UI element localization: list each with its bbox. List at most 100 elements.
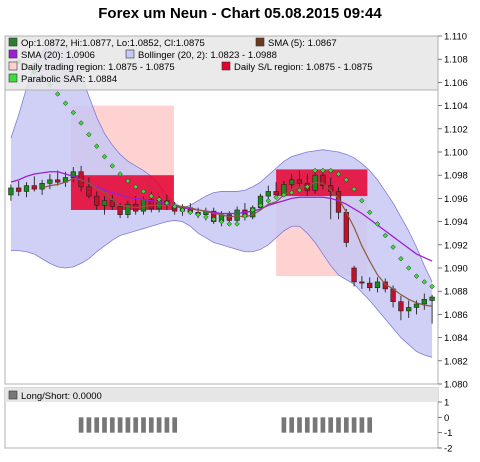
sar-dot bbox=[218, 218, 225, 225]
sar-dot bbox=[390, 244, 396, 250]
candle-body bbox=[23, 185, 30, 192]
y-tick-label: 1.100 bbox=[444, 148, 468, 159]
legend-label: SMA (20): 1.0906 bbox=[21, 50, 95, 61]
y-tick-label: 1.094 bbox=[444, 217, 468, 228]
candle-body bbox=[398, 301, 404, 312]
sub-y-tick-label: -1 bbox=[444, 428, 452, 439]
candle-body bbox=[320, 174, 326, 186]
long-short-bar bbox=[141, 417, 146, 433]
candle-body bbox=[140, 199, 147, 212]
y-tick-label: 1.102 bbox=[444, 124, 468, 135]
candle-body bbox=[413, 303, 420, 308]
long-short-bar bbox=[94, 417, 100, 433]
sar-dot bbox=[54, 91, 61, 97]
long-short-bar bbox=[367, 417, 373, 433]
candle-body bbox=[359, 281, 365, 284]
sar-dot bbox=[86, 131, 92, 138]
legend-label: Daily trading region: 1.0875 - 1.0875 bbox=[21, 62, 175, 73]
long-short-bar bbox=[289, 417, 295, 433]
candle-body bbox=[148, 199, 154, 210]
y-tick-label: 1.090 bbox=[444, 264, 468, 275]
candle-body bbox=[94, 195, 100, 206]
long-short-bar bbox=[320, 417, 326, 433]
sar-dot bbox=[327, 167, 334, 174]
sub-y-axis: 1 0 -1 -2 bbox=[438, 398, 452, 455]
long-short-bar bbox=[351, 417, 357, 433]
sar-dot bbox=[171, 203, 178, 210]
long-short-bar bbox=[297, 417, 302, 433]
sar-dot bbox=[265, 197, 272, 204]
long-short-bar bbox=[148, 417, 154, 433]
long-short-bar bbox=[156, 417, 162, 433]
legend-box bbox=[4, 35, 439, 91]
bollinger-lower-line bbox=[10, 220, 433, 358]
candle-body bbox=[70, 171, 76, 178]
sar-dot bbox=[179, 207, 186, 213]
y-tick-label: 1.108 bbox=[444, 55, 468, 66]
sar-dot bbox=[242, 213, 248, 219]
long-short-bar bbox=[102, 417, 107, 433]
sar-dot bbox=[405, 265, 412, 271]
long-short-label: Long/Short: 0.0000 bbox=[21, 391, 102, 402]
bollinger-band bbox=[10, 40, 433, 358]
sub-y-tick-label: 1 bbox=[444, 398, 449, 409]
candle-body bbox=[55, 179, 61, 183]
legend-swatch bbox=[8, 37, 18, 47]
candle-body bbox=[109, 200, 115, 207]
sar-dot bbox=[78, 120, 84, 126]
candle-body bbox=[406, 307, 412, 312]
long-short-bar bbox=[78, 417, 84, 433]
sar-dot bbox=[413, 273, 420, 279]
sar-dot bbox=[374, 221, 381, 227]
long-short-bar bbox=[133, 417, 139, 433]
candle-body bbox=[16, 187, 22, 192]
sar-dot bbox=[249, 207, 256, 213]
y-tick-label: 1.104 bbox=[444, 101, 468, 112]
sub-y-tick-label: -2 bbox=[444, 444, 452, 455]
sar-dot bbox=[421, 279, 428, 285]
candle-body bbox=[421, 299, 427, 305]
sar-dot bbox=[351, 186, 357, 192]
sar-dot bbox=[343, 177, 350, 183]
sar-dot bbox=[195, 211, 201, 218]
long-short-bar bbox=[312, 417, 318, 433]
sar-dot bbox=[281, 192, 287, 198]
candle-body bbox=[273, 191, 279, 196]
candle-body bbox=[429, 296, 435, 301]
long-short-bar bbox=[172, 417, 178, 433]
long-short-swatch bbox=[8, 390, 18, 400]
y-tick-label: 1.084 bbox=[444, 333, 468, 344]
sar-dot bbox=[382, 232, 389, 239]
candle-body bbox=[374, 281, 381, 289]
sar-dot bbox=[366, 209, 373, 216]
sar-dot bbox=[234, 221, 240, 227]
sma5-line bbox=[41, 178, 433, 307]
candle-body bbox=[86, 186, 92, 197]
candle-body bbox=[8, 187, 14, 196]
sar-dot bbox=[132, 184, 139, 190]
y-tick-label: 1.082 bbox=[444, 356, 468, 367]
sar-dot bbox=[140, 188, 147, 195]
candle-body bbox=[265, 191, 271, 197]
candle-body bbox=[367, 282, 373, 289]
candle-body bbox=[125, 203, 131, 215]
long-short-bar bbox=[164, 417, 170, 433]
sar-dot bbox=[93, 143, 100, 149]
sar-dot bbox=[210, 216, 217, 223]
candle-body bbox=[31, 185, 37, 190]
sar-dot bbox=[117, 171, 123, 177]
candle-body bbox=[351, 267, 357, 283]
y-tick-label: 1.110 bbox=[444, 32, 467, 43]
sar-dot bbox=[359, 197, 365, 204]
legend-swatch bbox=[125, 49, 135, 59]
sar-dot bbox=[304, 184, 311, 190]
legend-label: SMA (5): 1.0867 bbox=[268, 38, 337, 49]
sub-y-tick-label: 0 bbox=[444, 413, 449, 424]
long-short-bar bbox=[336, 417, 341, 433]
y-tick-label: 1.086 bbox=[444, 310, 468, 321]
legend-label: Parabolic SAR: 1.0884 bbox=[21, 74, 117, 85]
sar-dot bbox=[109, 163, 116, 169]
candle-body bbox=[117, 206, 123, 215]
